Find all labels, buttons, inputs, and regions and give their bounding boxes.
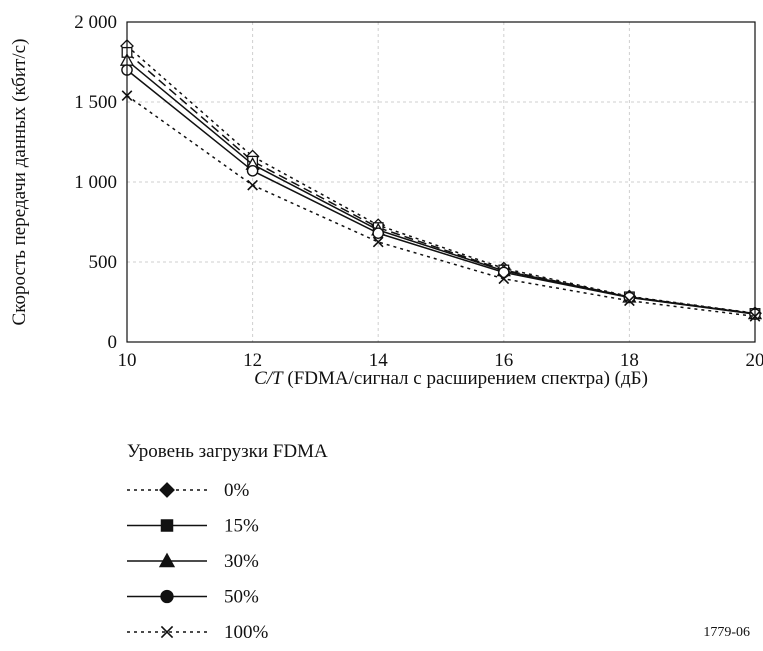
series-30pct — [119, 53, 763, 320]
series-0pct — [120, 39, 762, 321]
y-axis-ticks: 0 500 1 000 1 500 2 000 — [74, 12, 117, 353]
series-line — [126, 69, 756, 315]
legend-item: 15% — [127, 516, 259, 537]
series-line — [126, 51, 756, 315]
series-line — [126, 45, 756, 314]
data-point — [498, 273, 510, 285]
series-100pct — [121, 90, 761, 322]
x-axis-ticks: 10 12 14 16 18 20 — [118, 350, 763, 371]
plot-frame — [126, 21, 756, 343]
y-tick-label: 0 — [108, 332, 118, 353]
series-15pct — [121, 46, 761, 319]
x-tick-label: 16 — [494, 350, 513, 371]
series-50pct — [121, 64, 761, 320]
legend-marker — [158, 552, 176, 568]
x-tick-label: 12 — [243, 350, 262, 371]
y-tick-label: 1 000 — [74, 172, 117, 193]
legend-item: 30% — [127, 551, 259, 572]
y-tick-label: 1 500 — [74, 92, 117, 113]
x-axis-title: C/T (FDMA/сигнал с расширением спектра) … — [254, 368, 648, 389]
legend-item: 100% — [127, 622, 269, 643]
legend-label: 100% — [224, 622, 269, 643]
data-point — [372, 227, 385, 239]
legend-marker — [160, 589, 174, 604]
legend-label: 50% — [224, 587, 259, 608]
x-tick-label: 20 — [746, 350, 763, 371]
legend-label: 15% — [224, 516, 259, 537]
legend-marker — [159, 482, 175, 498]
legend-label: 30% — [224, 551, 259, 572]
series-line — [126, 59, 756, 315]
data-point — [246, 164, 259, 177]
x-tick-label: 14 — [369, 350, 389, 371]
data-point — [497, 266, 510, 279]
legend-marker — [160, 519, 174, 532]
figure-id: 1779-06 — [703, 625, 750, 640]
legend-marker — [160, 625, 174, 639]
legend-item: 50% — [127, 587, 259, 608]
gridlines — [127, 22, 755, 342]
data-point — [624, 295, 635, 307]
legend-title: Уровень загрузки FDMA — [127, 441, 328, 462]
legend: 0% 15% 30% 50% 100% — [127, 480, 269, 643]
series-layer — [119, 39, 763, 322]
legend-item: 0% — [127, 480, 250, 501]
data-point — [372, 236, 384, 248]
y-axis-title: Скорость передачи данных (кбит/с) — [9, 39, 30, 326]
y-tick-label: 500 — [89, 252, 118, 273]
data-point — [247, 179, 258, 191]
y-tick-label: 2 000 — [74, 12, 117, 33]
x-tick-label: 10 — [118, 350, 137, 371]
legend-label: 0% — [224, 480, 250, 501]
x-tick-label: 18 — [620, 350, 639, 371]
series-line — [126, 94, 756, 318]
